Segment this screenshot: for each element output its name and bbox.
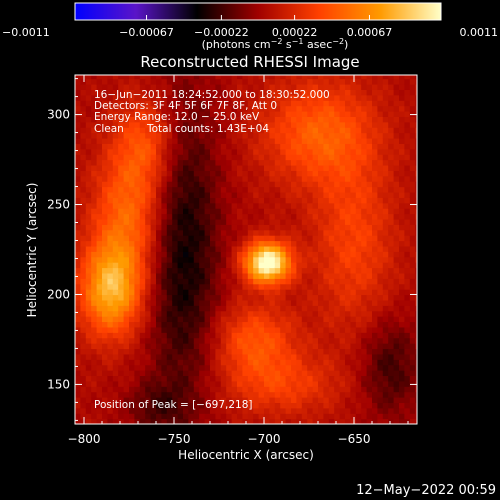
heatmap-image [75,75,417,424]
axis-ticks: −800 −750 −700 −650 150 200 250 300 [47,75,417,446]
colorbar [74,2,442,21]
x-tick-label: −700 [248,432,281,446]
colorbar-ticks: −0.0011 −0.00067 −0.00022 0.00022 0.00067 0.0… [2,15,498,39]
colorbar-tick-label: 0.00022 [272,26,318,39]
y-tick-label: 150 [47,377,70,391]
annotation-clean: Clean [94,123,124,135]
x-axis-label: Heliocentric X (arcsec) [178,448,314,462]
annotation-total-counts: Total counts: 1.43E+04 [146,123,269,135]
annotation-energy: Energy Range: 12.0 − 25.0 keV [94,111,260,123]
colorbar-units: (photons cm−2 s−1 asec−2) [202,37,349,51]
colorbar-tick-label: 0.00067 [347,26,393,39]
annotation-time-range: 16−Jun−2011 18:24:52.000 to 18:30:52.000 [94,89,330,101]
colorbar-tick-label: 0.0011 [460,26,499,39]
colorbar-tick-label: −0.00067 [119,26,174,39]
y-axis-label: Heliocentric Y (arcsec) [25,183,39,318]
y-tick-label: 250 [47,198,70,212]
chart-title: Reconstructed RHESSI Image [140,53,359,71]
date-stamp: 12−May−2022 00:59 [356,483,496,498]
annotation-detectors: Detectors: 3F 4F 5F 6F 7F 8F, Att 0 [94,100,277,112]
colorbar-tick-label: −0.00022 [194,26,249,39]
annotation-peak: Position of Peak = [−697,218] [94,399,253,411]
y-tick-label: 200 [47,287,70,301]
x-tick-label: −650 [338,432,371,446]
x-tick-label: −800 [68,432,101,446]
x-tick-label: −750 [158,432,191,446]
colorbar-tick-label: −0.0011 [2,26,50,39]
y-tick-label: 300 [47,108,70,122]
